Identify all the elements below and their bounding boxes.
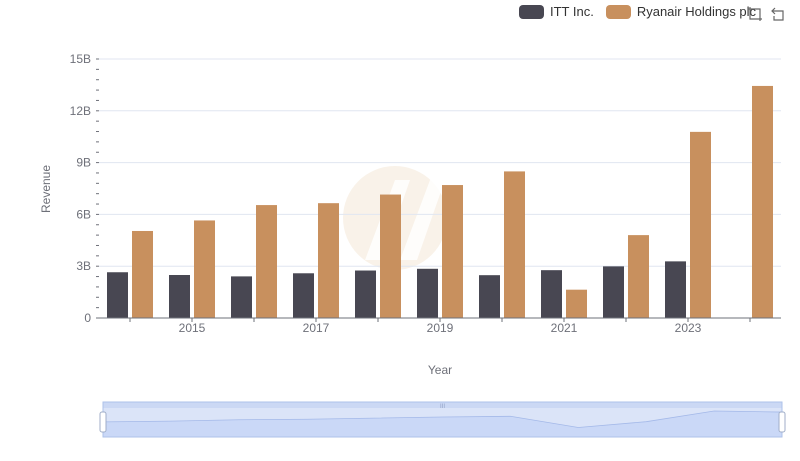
- legend-label-itt: ITT Inc.: [550, 4, 594, 19]
- bar-itt-2019[interactable]: [417, 268, 438, 318]
- y-tick-label: 9B: [76, 156, 91, 170]
- bar-ryanair-2018[interactable]: [380, 194, 401, 318]
- x-tick-label: 2021: [551, 321, 578, 335]
- bar-ryanair-2015[interactable]: [194, 220, 215, 318]
- bar-ryanair-2024[interactable]: [752, 85, 773, 318]
- bar-itt-2021[interactable]: [541, 270, 562, 318]
- zoom-icon[interactable]: [747, 6, 763, 22]
- x-tick-label: 2017: [303, 321, 330, 335]
- x-axis-title: Year: [428, 363, 452, 377]
- bar-ryanair-2016[interactable]: [256, 205, 277, 318]
- y-tick-label: 3B: [76, 259, 91, 273]
- y-tick-label: 12B: [70, 104, 91, 118]
- legend-item-itt[interactable]: ITT Inc.: [519, 4, 594, 19]
- y-tick-label: 6B: [76, 207, 91, 221]
- bar-itt-2014[interactable]: [107, 272, 128, 318]
- data-zoom-handle-left[interactable]: [99, 411, 107, 433]
- legend-item-ryanair[interactable]: Ryanair Holdings plc: [605, 4, 757, 19]
- y-tick-label: 0: [84, 311, 91, 325]
- data-zoom-handle-right[interactable]: [778, 411, 786, 433]
- bar-itt-2015[interactable]: [169, 275, 190, 318]
- y-axis-title: Revenue: [39, 165, 53, 213]
- bar-itt-2016[interactable]: [231, 276, 252, 318]
- bar-itt-2023[interactable]: [665, 261, 686, 318]
- bar-ryanair-2014[interactable]: [132, 230, 153, 318]
- bar-ryanair-2020[interactable]: [504, 171, 525, 318]
- legend-swatch-itt: [519, 4, 544, 19]
- legend: ITT Inc. Ryanair Holdings plc: [519, 4, 756, 19]
- bar-itt-2018[interactable]: [355, 270, 376, 318]
- toolbox: [747, 6, 787, 22]
- y-tick-label: 15B: [70, 52, 91, 66]
- data-zoom-grip[interactable]: III: [440, 404, 445, 410]
- bar-itt-2022[interactable]: [603, 266, 624, 318]
- bar-ryanair-2022[interactable]: [628, 235, 649, 318]
- data-zoom-top-bar[interactable]: [103, 402, 782, 408]
- x-tick-label: 2019: [427, 321, 454, 335]
- bar-ryanair-2021[interactable]: [566, 289, 587, 318]
- legend-swatch-ryanair: [605, 4, 631, 19]
- x-tick-label: 2023: [675, 321, 702, 335]
- restore-icon[interactable]: [771, 6, 787, 22]
- data-zoom-selection[interactable]: [102, 401, 783, 438]
- bar-itt-2017[interactable]: [293, 273, 314, 318]
- bar-itt-2020[interactable]: [479, 275, 500, 318]
- bar-ryanair-2023[interactable]: [690, 131, 711, 318]
- bar-ryanair-2017[interactable]: [318, 203, 339, 318]
- bar-ryanair-2019[interactable]: [442, 185, 463, 318]
- legend-label-ryanair: Ryanair Holdings plc: [636, 4, 757, 19]
- x-tick-label: 2015: [179, 321, 206, 335]
